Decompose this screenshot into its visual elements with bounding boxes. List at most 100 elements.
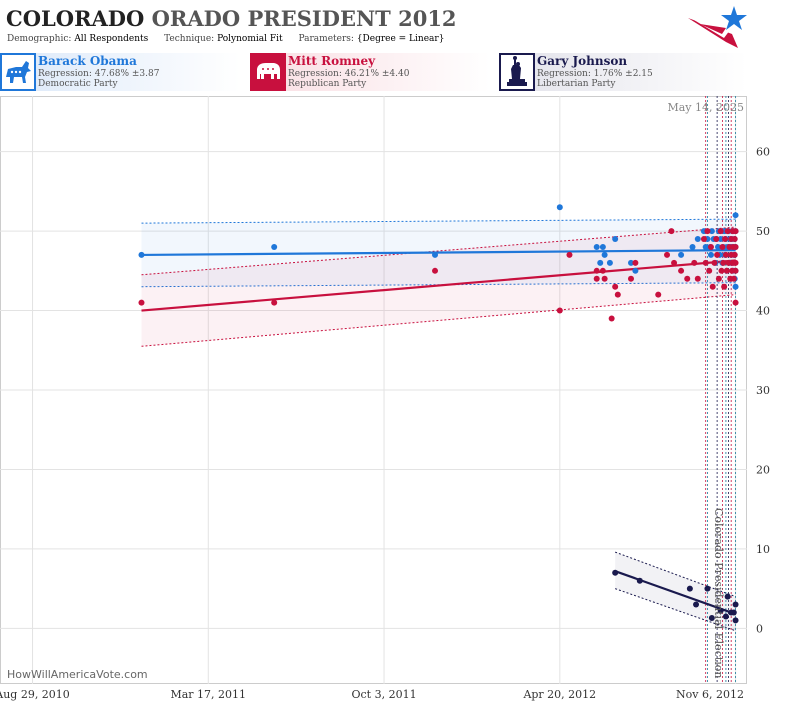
poll-point xyxy=(593,275,600,282)
poll-point xyxy=(668,228,675,235)
poll-point xyxy=(632,267,639,274)
poll-point xyxy=(732,299,739,306)
band-upper-line xyxy=(141,226,736,276)
elephant-icon xyxy=(250,53,286,91)
poll-point xyxy=(717,228,724,235)
poll-point xyxy=(612,569,619,576)
poll-point xyxy=(608,315,615,322)
poll-point xyxy=(693,601,700,608)
poll-point xyxy=(597,259,604,266)
poll-point xyxy=(271,299,278,306)
x-tick-label: Nov 6, 2012 xyxy=(676,688,744,701)
parameters-value: {Degree = Linear} xyxy=(356,34,445,44)
poll-point xyxy=(722,613,729,620)
poll-point xyxy=(717,607,724,614)
x-tick-label: Mar 17, 2011 xyxy=(170,688,246,701)
technique-value: Polynomial Fit xyxy=(217,34,283,44)
x-tick-label: Oct 3, 2011 xyxy=(351,688,416,701)
x-tick-label: Apr 20, 2012 xyxy=(522,688,596,701)
poll-point xyxy=(717,236,724,243)
poll-point xyxy=(704,585,711,592)
poll-point xyxy=(707,251,714,258)
statue-of-liberty-icon xyxy=(499,53,535,91)
poll-point xyxy=(691,259,698,266)
candidate-party: Democratic Party xyxy=(38,79,118,89)
parameters-label: Parameters: xyxy=(298,34,354,44)
trend-line xyxy=(141,249,736,257)
poll-point xyxy=(694,236,701,243)
event-label: Colorado Presidential Election xyxy=(712,508,725,679)
poll-point xyxy=(720,259,727,266)
page-title: COLORADO ORADO PRESIDENT 2012 xyxy=(6,6,457,31)
candidate-name: Gary Johnson xyxy=(537,54,628,68)
poll-point xyxy=(271,243,278,250)
poll-points xyxy=(138,204,739,624)
poll-point xyxy=(636,577,643,584)
poll-point xyxy=(671,259,678,266)
y-tick-label: 20 xyxy=(756,463,770,476)
poll-point xyxy=(723,267,730,274)
demographic-label: Demographic: xyxy=(7,34,72,44)
confidence-bands xyxy=(141,218,736,632)
candidate-party: Libertarian Party xyxy=(537,79,616,89)
candidate-party: Republican Party xyxy=(288,79,367,89)
poll-point xyxy=(606,259,613,266)
legend-item-romney: Mitt Romney Regression: 46.21% ±4.40 Rep… xyxy=(250,53,490,91)
poll-point xyxy=(632,259,639,266)
poll-point xyxy=(732,228,739,235)
poll-point xyxy=(556,204,563,211)
legend-item-johnson: Gary Johnson Regression: 1.76% ±2.15 Lib… xyxy=(499,53,747,91)
band-lower-line xyxy=(141,294,736,347)
poll-point xyxy=(709,283,716,290)
y-tick-label: 40 xyxy=(756,305,770,318)
poll-point xyxy=(593,267,600,274)
poll-point xyxy=(724,228,731,235)
poll-point xyxy=(732,601,739,608)
poll-point xyxy=(612,236,619,243)
poll-point xyxy=(708,615,715,622)
date-stamp: May 14, 2025 xyxy=(667,101,744,114)
poll-point xyxy=(730,609,737,616)
poll-point xyxy=(731,251,738,258)
poll-point xyxy=(689,243,696,250)
poll-point xyxy=(138,251,145,258)
poll-point xyxy=(724,593,731,600)
title-rest: ORADO PRESIDENT xyxy=(151,6,391,31)
poll-point xyxy=(732,617,739,624)
poll-point xyxy=(700,236,707,243)
poll-point xyxy=(678,267,685,274)
y-tick-label: 10 xyxy=(756,543,770,556)
poll-point xyxy=(714,243,721,250)
poll-point xyxy=(718,267,725,274)
poll-point xyxy=(686,585,693,592)
poll-point xyxy=(722,236,729,243)
poll-point xyxy=(694,275,701,282)
poll-point xyxy=(599,267,606,274)
poll-point xyxy=(719,243,726,250)
poll-point xyxy=(432,251,439,258)
footer-credit: HowWillAmericaVote.com xyxy=(7,668,148,681)
band-upper-line xyxy=(615,551,736,598)
candidate-regression: Regression: 46.21% ±4.40 xyxy=(288,69,410,79)
poll-point xyxy=(708,228,715,235)
poll-point xyxy=(664,251,671,258)
candidate-name: Mitt Romney xyxy=(288,54,376,68)
poll-point xyxy=(721,283,728,290)
poll-point xyxy=(593,243,600,250)
y-tick-label: 0 xyxy=(756,622,763,635)
poll-point xyxy=(655,291,662,298)
poll-point xyxy=(715,275,722,282)
poll-point xyxy=(731,236,738,243)
poll-point xyxy=(722,251,729,258)
poll-point xyxy=(732,267,739,274)
poll-point xyxy=(614,291,621,298)
trend-line xyxy=(614,570,736,616)
band-lower-line xyxy=(615,588,736,632)
donkey-icon xyxy=(0,53,36,91)
poll-point xyxy=(627,275,634,282)
demographic-value: All Respondents xyxy=(74,34,149,44)
poll-point xyxy=(702,259,709,266)
poll-point xyxy=(556,307,563,314)
poll-point xyxy=(138,299,145,306)
